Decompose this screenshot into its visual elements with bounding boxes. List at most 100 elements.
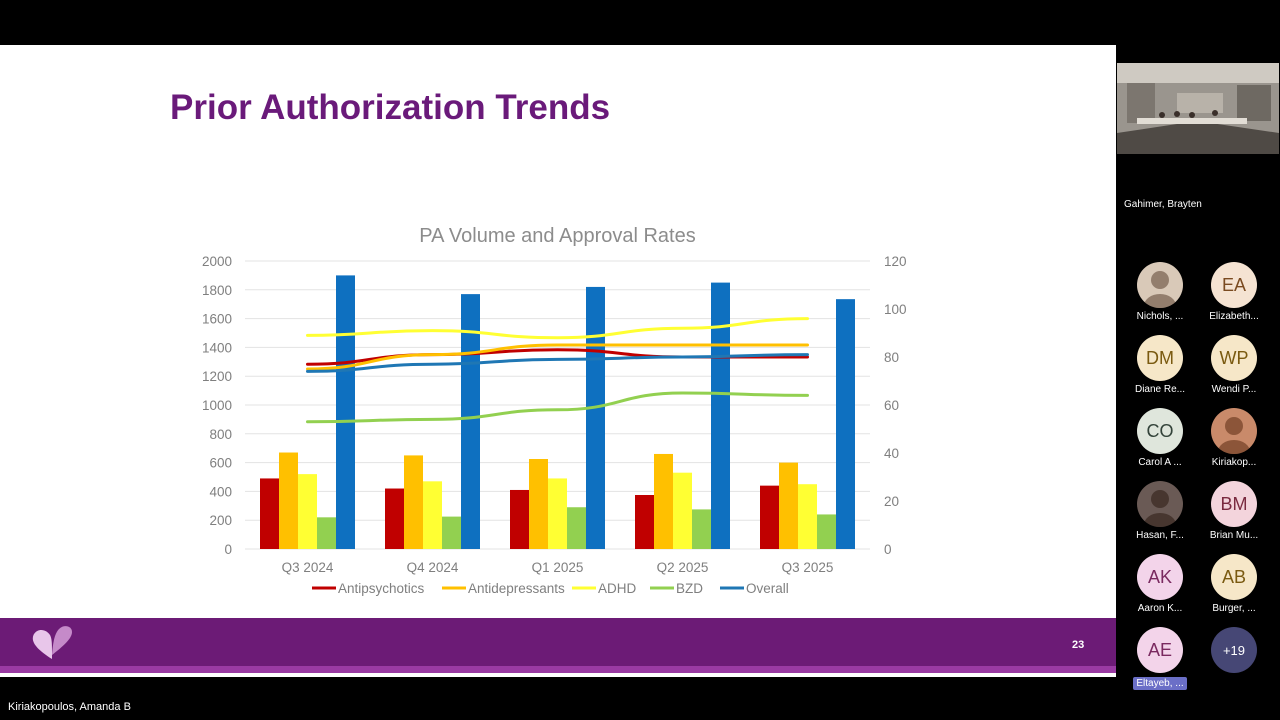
- pa-volume-chart: PA Volume and Approval Rates020040060080…: [202, 225, 907, 596]
- bar-antipsychotics: [635, 495, 654, 549]
- bar-overall: [711, 282, 730, 549]
- legend-label-bzd: BZD: [676, 581, 703, 596]
- y-right-tick-label: 20: [884, 494, 899, 509]
- participant-tile[interactable]: Kiriakop...: [1199, 408, 1269, 468]
- participant-name: Nichols, ...: [1136, 311, 1184, 322]
- bar-antidepressants: [779, 462, 798, 549]
- participant-name: Eltayeb, ...: [1133, 677, 1187, 690]
- bar-antipsychotics: [510, 489, 529, 549]
- bar-overall: [461, 294, 480, 549]
- chart-title: PA Volume and Approval Rates: [419, 225, 695, 247]
- room-participant-name: Gahimer, Brayten: [1124, 199, 1202, 210]
- participant-tile[interactable]: DM Diane Re...: [1125, 335, 1195, 395]
- y-left-tick-label: 800: [209, 427, 232, 442]
- bar-bzd: [317, 517, 336, 549]
- legend-label-antidepressants: Antidepressants: [468, 581, 565, 596]
- bar-adhd: [298, 474, 317, 549]
- x-tick-label: Q1 2025: [532, 560, 584, 575]
- bar-bzd: [442, 516, 461, 549]
- y-left-tick-label: 1600: [202, 312, 232, 327]
- conference-room-image: [1117, 63, 1279, 154]
- line-adhd: [306, 317, 809, 340]
- line-overall: [306, 353, 809, 373]
- participant-tile[interactable]: EA Elizabeth...: [1199, 262, 1269, 322]
- bar-overall: [586, 286, 605, 549]
- room-video-feed[interactable]: [1117, 63, 1279, 154]
- participant-avatar: CO: [1137, 408, 1183, 454]
- participant-name: Hasan, F...: [1136, 530, 1184, 541]
- y-left-tick-label: 1200: [202, 369, 232, 384]
- y-right-tick-label: 60: [884, 398, 899, 413]
- slide-number: 23: [1072, 639, 1085, 651]
- participant-avatar: AE: [1137, 627, 1183, 673]
- participant-avatar: DM: [1137, 335, 1183, 381]
- participant-name: Brian Mu...: [1209, 530, 1259, 541]
- participant-tile[interactable]: WP Wendi P...: [1199, 335, 1269, 395]
- participant-tile[interactable]: AE Eltayeb, ...: [1125, 627, 1195, 691]
- bar-antipsychotics: [385, 488, 404, 549]
- slide-title: Prior Authorization Trends: [170, 88, 611, 127]
- bar-antipsychotics: [760, 485, 779, 549]
- participant-tile[interactable]: +19: [1199, 627, 1269, 673]
- bar-bzd: [692, 509, 711, 549]
- bar-adhd: [548, 478, 567, 549]
- bar-bzd: [817, 514, 836, 549]
- participant-name: Kiriakop...: [1211, 457, 1257, 468]
- participants-panel: [1116, 45, 1280, 720]
- participant-name: Carol A ...: [1138, 457, 1182, 468]
- participant-photo: [1211, 408, 1257, 454]
- legend-label-adhd: ADHD: [598, 581, 637, 596]
- x-tick-label: Q3 2025: [782, 560, 834, 575]
- participant-name: Aaron K...: [1137, 603, 1183, 614]
- x-tick-label: Q3 2024: [282, 560, 334, 575]
- line-antidepressants: [306, 343, 809, 371]
- bar-bzd: [567, 507, 586, 549]
- y-left-tick-label: 1000: [202, 398, 232, 413]
- presenter-name: Kiriakopoulos, Amanda B: [8, 701, 131, 713]
- legend-label-antipsychotics: Antipsychotics: [338, 581, 425, 596]
- bar-overall: [336, 275, 355, 549]
- legend-label-overall: Overall: [746, 581, 789, 596]
- bar-overall: [836, 299, 855, 549]
- participant-avatar: AB: [1211, 554, 1257, 600]
- participant-name: Burger, ...: [1212, 603, 1256, 614]
- y-left-tick-label: 200: [209, 513, 232, 528]
- participant-avatar: WP: [1211, 335, 1257, 381]
- x-tick-label: Q2 2025: [657, 560, 709, 575]
- bar-adhd: [798, 484, 817, 549]
- bar-adhd: [673, 472, 692, 549]
- participant-tile[interactable]: AK Aaron K...: [1125, 554, 1195, 614]
- y-left-tick-label: 0: [224, 542, 232, 557]
- participant-avatar: EA: [1211, 262, 1257, 308]
- line-bzd: [306, 391, 809, 424]
- presentation-slide: Prior Authorization Trends PA Volume and…: [0, 45, 1116, 677]
- y-left-tick-label: 1400: [202, 340, 232, 355]
- participant-avatar: BM: [1211, 481, 1257, 527]
- y-right-tick-label: 40: [884, 446, 899, 461]
- bar-antidepressants: [654, 453, 673, 549]
- participant-tile[interactable]: CO Carol A ...: [1125, 408, 1195, 468]
- bar-antipsychotics: [260, 478, 279, 549]
- y-right-tick-label: 100: [884, 302, 907, 317]
- participant-name: Elizabeth...: [1209, 311, 1259, 322]
- y-right-tick-label: 0: [884, 542, 892, 557]
- participant-tile[interactable]: BM Brian Mu...: [1199, 481, 1269, 541]
- y-right-tick-label: 80: [884, 350, 899, 365]
- participant-photo: [1137, 262, 1183, 308]
- participant-name: Wendi P...: [1211, 384, 1257, 395]
- y-left-tick-label: 600: [209, 456, 232, 471]
- participant-tile[interactable]: AB Burger, ...: [1199, 554, 1269, 614]
- participant-tile[interactable]: Hasan, F...: [1125, 481, 1195, 541]
- participant-photo: [1137, 481, 1183, 527]
- participant-avatar: AK: [1137, 554, 1183, 600]
- slide-footer-stripe: [0, 666, 1116, 673]
- bar-adhd: [423, 481, 442, 549]
- y-left-tick-label: 1800: [202, 283, 232, 298]
- participant-avatar: +19: [1211, 627, 1257, 673]
- slide-footer-bar: [0, 618, 1116, 670]
- participant-name: Diane Re...: [1134, 384, 1186, 395]
- y-left-tick-label: 2000: [202, 254, 232, 269]
- bar-antidepressants: [529, 459, 548, 549]
- participant-tile[interactable]: Nichols, ...: [1125, 262, 1195, 322]
- bar-antidepressants: [279, 452, 298, 549]
